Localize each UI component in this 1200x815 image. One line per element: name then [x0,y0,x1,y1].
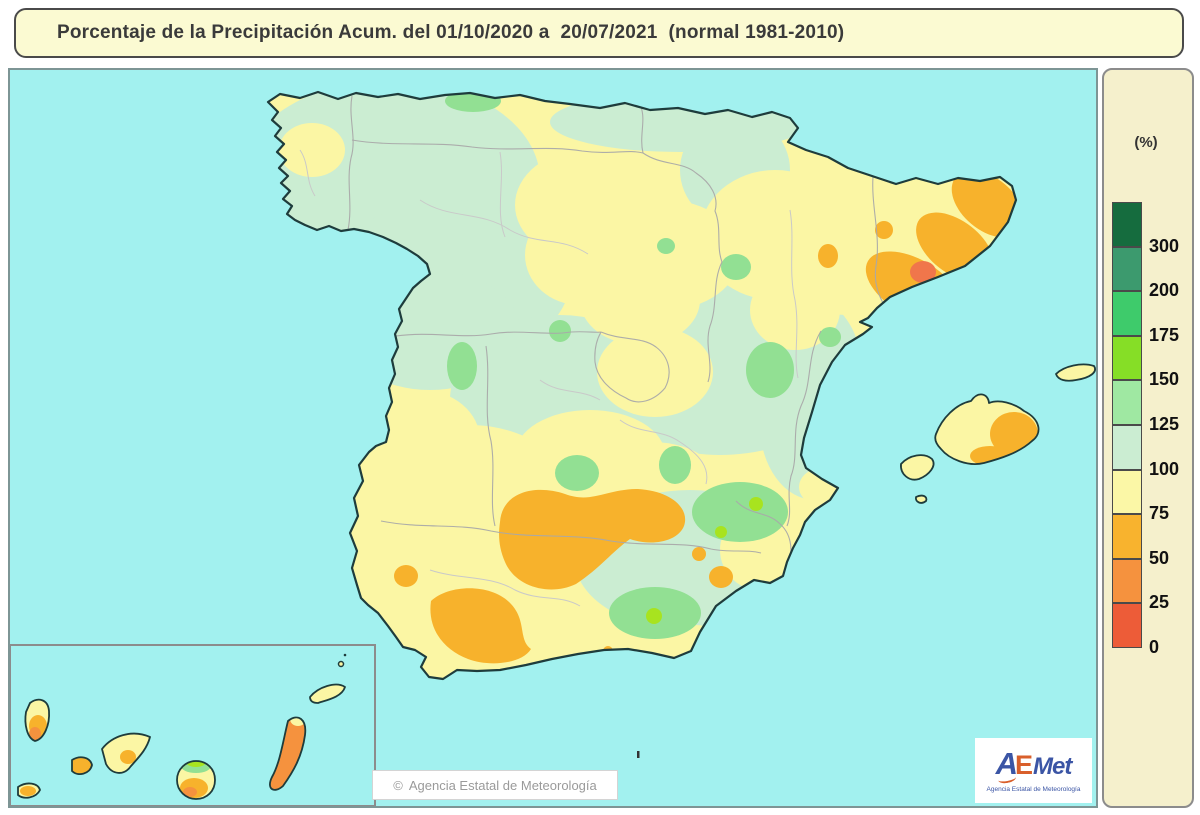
legend-row: 175 [1112,291,1179,345]
legend-swatch [1112,380,1142,425]
la-graciosa-islet [337,660,345,668]
legend-value: 25 [1149,592,1170,613]
legend-value: 50 [1149,547,1170,568]
legend-swatch [1112,424,1142,470]
small-islet-dot [343,653,347,657]
legend-row: 75 [1112,469,1169,523]
legend-swatch [1112,291,1142,336]
legend-swatch [1112,469,1142,515]
legend-row: 100 [1112,424,1179,479]
legend-swatch [1112,202,1142,247]
legend-swatch [1112,335,1142,381]
copyright-icon: © [393,777,403,793]
copyright-text: Agencia Estatal de Meteorología [408,777,597,793]
aemet-logo: AEMet Agencia Estatal de Meteorología [975,738,1092,803]
legend-row: 300 [1112,202,1179,256]
legend-row: 150 [1112,335,1179,389]
legend-scale: 300 200 175 150 125 100 75 50 25 0 [1112,202,1179,657]
legend-swatch [1112,603,1142,648]
region-borders [299,95,890,607]
map-title: Porcentaje de la Precipitación Acum. del… [57,22,845,43]
legend-swatch [1112,558,1142,604]
legend-value: 100 [1149,458,1180,479]
legend-swatch [1112,514,1142,559]
logo-letters-met: Met [1033,752,1072,780]
legend-value: 175 [1149,324,1180,345]
alboran-island-mark [637,751,640,758]
legend-value: 125 [1149,413,1180,434]
aemet-logo-subtitle: Agencia Estatal de Meteorología [986,785,1081,793]
legend-swatch [1112,246,1142,292]
legend-row: 25 [1112,558,1169,612]
legend-row: 125 [1112,380,1179,434]
legend-row: 0 [1112,603,1159,657]
legend-panel: (%) 300 200 175 150 125 100 75 50 25 0 [1102,68,1194,808]
legend-row: 50 [1112,514,1169,568]
spain-precipitation-map [8,68,1098,808]
legend-value: 0 [1149,636,1160,657]
logo-letter-e: E [1015,749,1034,780]
legend-value: 300 [1149,235,1180,256]
map-panel-frame [8,68,1098,808]
aemet-logo-wordmark: AEMet [995,745,1072,785]
legend-row: 200 [1112,246,1179,300]
logo-letter-a: A [995,745,1019,781]
legend-value: 150 [1149,369,1180,390]
legend-value: 75 [1149,503,1170,524]
map-title-bar: Porcentaje de la Precipitación Acum. del… [14,8,1184,58]
copyright-badge: © Agencia Estatal de Meteorología [372,770,618,800]
legend-unit-label: (%) [1134,134,1158,151]
legend-value: 200 [1149,280,1180,301]
